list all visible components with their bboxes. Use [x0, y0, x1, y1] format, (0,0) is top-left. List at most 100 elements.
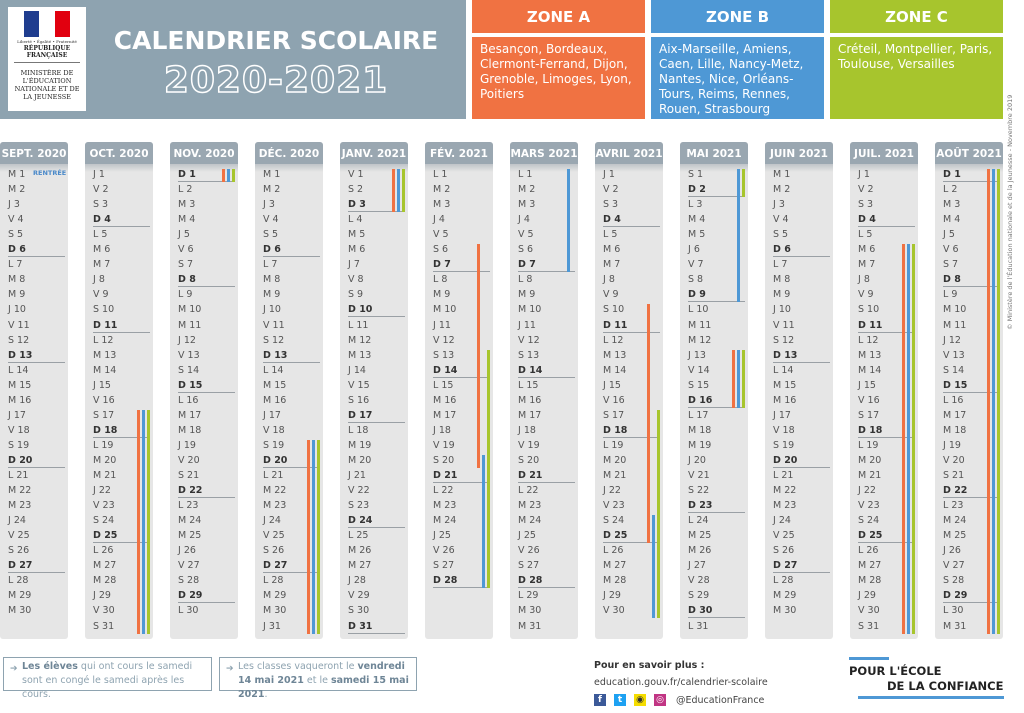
day-cell: V 29: [348, 590, 370, 602]
day-cell: S 17: [93, 409, 115, 421]
month-column: MARS 2021 L 1 M 2 M 3 J 4 V 5 S 6 D 7 L 8 M 9 M 10…: [510, 142, 578, 639]
day-cell: M 27: [603, 560, 627, 572]
day-cell: M 3: [433, 199, 451, 211]
day-cell: D 25: [93, 530, 118, 542]
holiday-bar-zone-a: [137, 409, 140, 634]
day-cell: M 2: [433, 184, 451, 196]
day-cell: L 23: [178, 500, 199, 512]
day-cell: M 6: [93, 244, 111, 256]
day-cell: S 29: [688, 590, 710, 602]
day-cell: M 10: [433, 304, 457, 316]
day-cell: M 28: [603, 575, 627, 587]
day-cell: M 20: [348, 454, 372, 466]
day-cell: M 20: [93, 454, 117, 466]
month-column: FÉV. 2021 L 1 M 2 M 3 J 4 V 5 S 6 D 7 L 8 M 9 M 10…: [425, 142, 493, 639]
day-cell: V 26: [518, 545, 540, 557]
holiday-bar-zone-c: [317, 439, 320, 634]
day-cell: S 13: [518, 349, 540, 361]
day-cell: M 8: [8, 274, 26, 286]
day-cell: L 14: [773, 364, 794, 376]
day-cell: L 31: [688, 620, 709, 632]
day-cell: L 30: [178, 605, 199, 617]
day-cell: M 10: [518, 304, 542, 316]
day-cell: M 13: [93, 349, 117, 361]
day-cell: J 22: [858, 485, 876, 497]
day-cell: J 29: [858, 590, 876, 602]
holiday-bar-zone-c: [742, 169, 745, 198]
holiday-bar-zone-b: [312, 439, 315, 634]
day-cell: S 10: [93, 304, 115, 316]
day-cell: M 17: [178, 409, 202, 421]
social-handle[interactable]: @EducationFrance: [676, 695, 765, 706]
zone-b-title: ZONE B: [651, 0, 824, 33]
day-cell: M 1: [263, 169, 281, 180]
more-info-link[interactable]: education.gouv.fr/calendrier-scolaire: [594, 677, 768, 688]
day-cell: M 10: [943, 304, 967, 316]
day-cell: M 7: [858, 259, 876, 271]
day-cell: J 4: [518, 214, 530, 226]
logo-motto: Liberté • Égalité • Fraternité: [17, 39, 77, 44]
day-cell: L 25: [348, 530, 369, 542]
day-cell: D 15: [943, 379, 968, 391]
day-cell: J 31: [263, 620, 281, 632]
day-cell: S 15: [688, 379, 710, 391]
day-cell: M 25: [943, 530, 967, 542]
day-cell: J 17: [8, 409, 26, 421]
twitter-icon[interactable]: t: [614, 694, 626, 706]
day-cell: S 19: [263, 439, 285, 451]
day-cell: D 22: [178, 485, 203, 497]
day-cell: D 1: [943, 169, 961, 180]
day-cell: M 17: [518, 409, 542, 421]
day-cell: M 14: [93, 364, 117, 376]
day-cell: J 3: [263, 199, 275, 211]
day-cell: L 7: [263, 259, 278, 271]
zone-b-cities: Aix-Marseille, Amiens, Caen, Lille, Nanc…: [651, 37, 824, 119]
day-cell: V 16: [93, 394, 115, 406]
day-cell: M 31: [943, 620, 967, 632]
day-cell: M 22: [773, 485, 797, 497]
snapchat-icon[interactable]: ◉: [634, 694, 646, 706]
day-cell: J 17: [263, 409, 281, 421]
day-cell: M 3: [518, 199, 536, 211]
day-cell: V 18: [8, 424, 30, 436]
day-cell: M 14: [858, 364, 882, 376]
day-cell: V 13: [943, 349, 965, 361]
day-cell: D 21: [433, 470, 458, 481]
day-cell: V 15: [348, 379, 370, 391]
day-cell: S 22: [688, 485, 710, 497]
day-cell: D 4: [858, 214, 876, 226]
zone-a-cities: Besançon, Bordeaux, Clermont-Ferrand, Di…: [472, 37, 645, 119]
day-cell: M 2: [263, 184, 281, 196]
day-cell: M 6: [603, 244, 621, 256]
day-cell: V 25: [8, 530, 30, 542]
day-cell: S 19: [773, 439, 795, 451]
day-cell: L 30: [943, 605, 964, 617]
day-cell: L 23: [943, 500, 964, 512]
day-cell: L 21: [773, 470, 794, 481]
day-cell: S 24: [858, 515, 880, 527]
day-cell: S 20: [518, 454, 540, 466]
day-cell: M 2: [773, 184, 791, 196]
day-cell: V 30: [93, 605, 115, 617]
day-cell: J 29: [603, 590, 621, 602]
day-cell: L 7: [773, 259, 788, 271]
day-cell: S 24: [93, 515, 115, 527]
day-cell: J 8: [93, 274, 105, 286]
day-cell: J 8: [858, 274, 870, 286]
day-cell: D 17: [348, 409, 373, 421]
day-cell: L 15: [518, 379, 539, 391]
facebook-icon[interactable]: f: [594, 694, 606, 706]
day-cell: M 13: [348, 349, 372, 361]
day-cell: L 12: [858, 334, 879, 346]
zone-c-title: ZONE C: [830, 0, 1003, 33]
day-cell: V 23: [93, 500, 115, 512]
day-cell: D 27: [8, 560, 33, 572]
day-cell: J 15: [603, 379, 621, 391]
day-cell: D 11: [603, 319, 628, 331]
day-cell: L 19: [858, 439, 879, 451]
day-cell: L 18: [348, 424, 369, 436]
instagram-icon[interactable]: ◎: [654, 694, 666, 706]
day-cell: S 26: [8, 545, 30, 557]
day-cell: S 10: [603, 304, 625, 316]
day-cell: S 12: [773, 334, 795, 346]
